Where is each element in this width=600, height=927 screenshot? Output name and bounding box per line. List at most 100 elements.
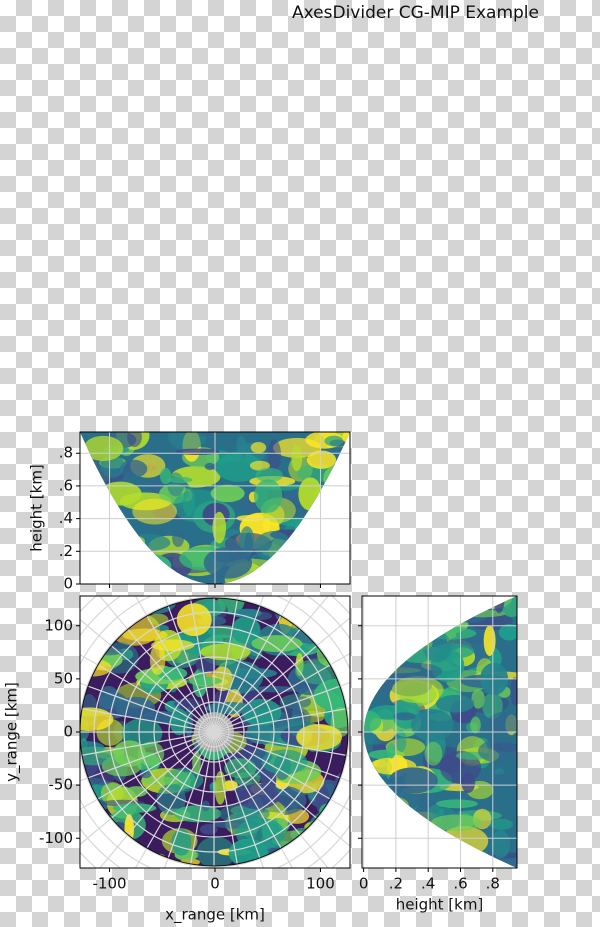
azimuth-line: [163, 596, 215, 733]
azimuth-line: [80, 618, 215, 733]
echo: [156, 624, 169, 632]
echo: [424, 741, 443, 766]
x-axis-label: height [km]: [396, 896, 484, 914]
echo: [167, 476, 193, 484]
y-axis-label: y_range [km]: [3, 682, 22, 782]
x-tick-label: 0: [210, 875, 220, 893]
echo: [479, 773, 517, 783]
y-tick-label: 50: [54, 669, 73, 687]
figure-title: AxesDivider CG-MIP Example: [292, 3, 539, 23]
x-tick-label: .2: [389, 875, 403, 893]
azimuth-line: [80, 682, 215, 733]
echo: [214, 770, 227, 805]
y-tick-label: 0: [63, 575, 73, 593]
echo: [461, 772, 476, 793]
echo: [306, 450, 337, 469]
echo: [210, 484, 245, 503]
echo: [489, 818, 513, 830]
echo: [201, 800, 210, 812]
x-tick-label: .6: [453, 875, 467, 893]
y-tick-label: -50: [49, 776, 74, 794]
azimuth-line: [213, 731, 350, 783]
axes-frame: [79, 595, 351, 869]
x-tick-label: 0: [359, 875, 369, 893]
azimuth-line: [189, 731, 215, 868]
echo: [510, 677, 517, 706]
echo: [262, 517, 271, 533]
echo: [212, 511, 227, 544]
azimuth-line: [99, 596, 215, 733]
echo: [470, 716, 481, 734]
echo: [494, 768, 505, 776]
echo: [250, 441, 267, 454]
azimuth-line: [213, 731, 350, 757]
echo: [199, 823, 218, 835]
echo: [393, 663, 443, 680]
echo: [119, 459, 148, 478]
x-tick-label: 100: [306, 875, 335, 893]
azimuth-line: [80, 731, 215, 782]
azimuth-line: [213, 731, 350, 812]
echo: [200, 643, 251, 661]
x-tick-label: -100: [93, 875, 127, 893]
azimuth-line: [213, 596, 329, 733]
echo: [498, 623, 517, 641]
echo: [313, 678, 348, 712]
echo: [435, 694, 475, 713]
echo: [291, 444, 303, 472]
azimuth-line: [134, 731, 215, 868]
azimuth-line: [80, 731, 215, 846]
echo: [178, 771, 196, 789]
echo: [204, 462, 216, 471]
echo: [396, 729, 407, 753]
echo: [173, 698, 201, 710]
azimuth-line: [213, 731, 239, 868]
echo: [324, 435, 344, 447]
echo: [175, 448, 220, 456]
echo: [203, 546, 253, 579]
echo: [388, 767, 438, 794]
azimuth-line: [213, 596, 294, 733]
echo: [249, 460, 270, 471]
polar-grid: [80, 596, 350, 868]
echo: [289, 714, 302, 737]
echo: [225, 451, 243, 462]
echo: [491, 829, 511, 859]
echo: [80, 707, 114, 732]
azimuth-line: [213, 731, 294, 868]
echo: [410, 708, 454, 742]
echo: [172, 529, 185, 548]
echo: [140, 776, 183, 786]
echo: [83, 435, 124, 461]
y-tick-label: 100: [44, 616, 73, 634]
echo: [182, 486, 196, 517]
y-tick-label: .8: [59, 444, 73, 462]
x-tick-label: .4: [421, 875, 435, 893]
echo: [125, 786, 148, 798]
axes-frame: [361, 595, 518, 869]
echo: [253, 479, 283, 513]
echo: [231, 608, 262, 618]
echo: [487, 711, 517, 733]
echo: [127, 432, 142, 448]
echo: [132, 498, 178, 525]
y-tick-label: 0: [63, 723, 73, 741]
echo: [149, 644, 166, 676]
echo: [156, 666, 188, 680]
azimuth-line: [213, 731, 350, 847]
azimuth-line: [134, 596, 215, 733]
azimuth-line: [80, 731, 215, 757]
echo: [168, 432, 207, 451]
echo: [471, 689, 485, 709]
y-tick-label: .6: [59, 476, 73, 494]
echo: [483, 625, 496, 656]
echo: [139, 769, 152, 779]
azimuth-line: [189, 596, 215, 733]
y-axis-label: height [km]: [28, 464, 46, 552]
echo: [247, 649, 263, 660]
azimuth-line: [213, 596, 265, 733]
echo: [478, 739, 517, 763]
